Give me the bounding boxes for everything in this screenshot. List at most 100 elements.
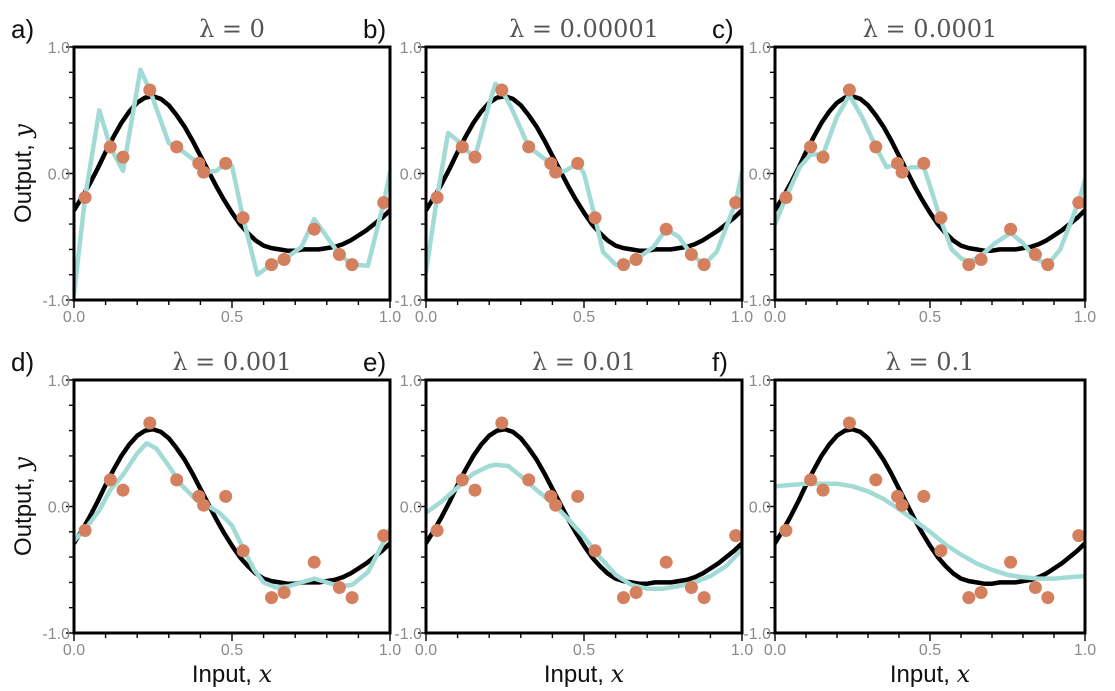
panel-f: 0.0 0.5 1.01.00.0-1.0f) λ = 0.1 xyxy=(712,347,1096,659)
data-point xyxy=(804,140,818,154)
data-point xyxy=(917,156,931,170)
tick-marks xyxy=(767,379,1086,641)
axes-frame xyxy=(773,378,1087,635)
data-point xyxy=(804,473,818,487)
data-point xyxy=(816,150,830,164)
x-tick-label: 1.0 xyxy=(379,309,401,326)
axes-frame xyxy=(72,378,392,635)
y-tick-label: -1.0 xyxy=(42,293,70,310)
data-point xyxy=(430,524,444,537)
y-tick-label: 1.0 xyxy=(749,40,771,57)
data-point xyxy=(455,473,469,487)
data-point xyxy=(265,591,278,605)
panel-label: c) xyxy=(712,14,734,44)
data-point xyxy=(116,150,130,164)
data-point xyxy=(1072,196,1086,210)
data-point xyxy=(934,544,948,558)
y-tick-label: 0.0 xyxy=(400,167,422,184)
data-point xyxy=(629,253,643,266)
x-tick-label: 0.5 xyxy=(573,642,595,659)
tick-marks xyxy=(66,46,391,308)
data-point xyxy=(816,483,830,497)
fitted-model-line xyxy=(775,92,1085,267)
panel-e: 0.0 0.5 1.01.00.0-1.0e) λ = 0.01 xyxy=(363,347,753,659)
data-point xyxy=(468,150,482,164)
data-point xyxy=(974,253,988,266)
data-point xyxy=(895,498,909,512)
data-point xyxy=(617,591,630,605)
data-point xyxy=(332,248,346,261)
data-point xyxy=(697,258,711,272)
data-point xyxy=(345,258,359,272)
y-tick-label: 1.0 xyxy=(400,40,422,57)
panel-title: λ = 0.00001 xyxy=(509,15,659,43)
panel-label: d) xyxy=(11,347,34,377)
x-tick-label: 0.0 xyxy=(764,642,786,659)
data-point xyxy=(934,211,948,225)
data-point xyxy=(974,586,988,599)
data-point xyxy=(277,586,291,599)
panel-title: λ = 0.01 xyxy=(532,348,636,376)
data-point xyxy=(345,591,359,605)
data-point xyxy=(495,416,509,430)
panel-title: λ = 0 xyxy=(199,15,265,43)
data-point xyxy=(1041,591,1055,605)
data-point xyxy=(1028,581,1042,594)
data-point xyxy=(917,489,931,503)
data-point xyxy=(103,473,117,487)
y-tick-label: -1.0 xyxy=(42,626,70,643)
y-tick-label: 1.0 xyxy=(48,40,70,57)
x-tick-label: 0.0 xyxy=(63,309,85,326)
data-point xyxy=(617,258,630,272)
data-point xyxy=(197,498,211,512)
data-point xyxy=(468,483,482,497)
data-point xyxy=(1004,555,1018,569)
panel-title: λ = 0.1 xyxy=(886,348,975,376)
y-tick-label: 1.0 xyxy=(400,373,422,390)
data-point xyxy=(455,140,469,154)
data-point xyxy=(571,489,585,503)
data-point xyxy=(629,586,643,599)
fitted-model-line xyxy=(426,462,742,591)
data-point xyxy=(170,140,184,154)
y-tick-label: 0.0 xyxy=(749,167,771,184)
x-tick-label: 0.5 xyxy=(221,309,243,326)
x-tick-label: 0.5 xyxy=(919,309,941,326)
y-tick-label: 0.0 xyxy=(48,167,70,184)
x-axis-label: Input, x xyxy=(192,660,273,688)
x-tick-label: 0.0 xyxy=(764,309,786,326)
data-point xyxy=(588,211,602,225)
data-point xyxy=(1004,222,1018,236)
x-axis-label: Input, x xyxy=(890,660,971,688)
data-point xyxy=(377,529,391,543)
x-tick-label: 0.0 xyxy=(63,642,85,659)
data-point xyxy=(430,191,444,204)
data-point xyxy=(219,489,233,503)
data-point xyxy=(962,591,976,605)
data-point xyxy=(962,258,976,272)
x-tick-label: 0.5 xyxy=(221,642,243,659)
y-tick-label: 0.0 xyxy=(749,500,771,517)
data-point xyxy=(143,83,157,97)
x-tick-label: 1.0 xyxy=(731,642,753,659)
data-point xyxy=(78,191,92,204)
panel-d: 0.0 0.5 1.01.00.0-1.0d) λ = 0.001 xyxy=(11,347,401,659)
data-point xyxy=(1041,258,1055,272)
data-point xyxy=(549,165,563,179)
data-point xyxy=(522,473,536,487)
true-function-line xyxy=(74,94,390,253)
tick-marks xyxy=(418,379,743,641)
true-function-line xyxy=(74,427,390,586)
tick-marks xyxy=(418,46,743,308)
x-tick-label: 0.5 xyxy=(919,642,941,659)
data-point xyxy=(277,253,291,266)
true-function-line xyxy=(426,427,742,586)
y-tick-label: 0.0 xyxy=(400,500,422,517)
panel-b: 0.0 0.5 1.01.00.0-1.0b) λ = 0.00001 xyxy=(363,14,753,326)
data-point xyxy=(332,581,346,594)
y-tick-label: 1.0 xyxy=(48,373,70,390)
data-point xyxy=(197,165,211,179)
panel-title: λ = 0.0001 xyxy=(863,15,998,43)
data-point xyxy=(549,498,563,512)
data-point xyxy=(1028,248,1042,261)
